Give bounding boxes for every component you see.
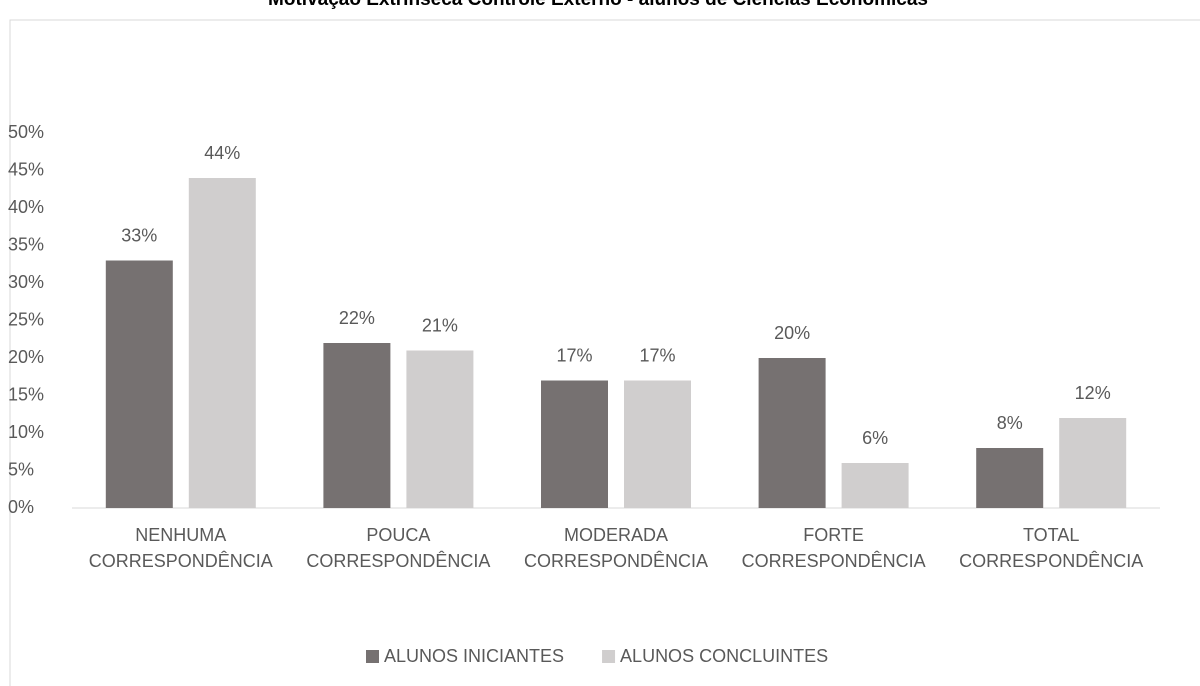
bar bbox=[976, 448, 1044, 508]
legend-swatch bbox=[366, 650, 379, 663]
y-tick-label: 10% bbox=[8, 422, 44, 442]
data-label: 21% bbox=[422, 315, 458, 335]
chart-title: Motivação Extrínseca Controle Externo - … bbox=[268, 0, 928, 10]
y-tick-label: 5% bbox=[8, 459, 34, 479]
y-tick-label: 15% bbox=[8, 384, 44, 404]
chart-border bbox=[9, 19, 1200, 686]
y-tick-label: 20% bbox=[8, 347, 44, 367]
bar bbox=[841, 463, 909, 508]
legend-swatch bbox=[602, 650, 616, 663]
bar bbox=[105, 260, 173, 508]
y-tick-label: 50% bbox=[8, 122, 44, 142]
x-tick-label: FORTE CORRESPONDÊNCIA bbox=[741, 525, 926, 571]
bar bbox=[758, 358, 826, 508]
data-label: 22% bbox=[339, 308, 375, 328]
data-label: 33% bbox=[121, 225, 157, 245]
data-label: 20% bbox=[774, 323, 810, 343]
y-tick-label: 40% bbox=[8, 197, 44, 217]
x-tick-label: TOTAL CORRESPONDÊNCIA bbox=[959, 525, 1144, 571]
data-label: 17% bbox=[556, 345, 592, 365]
legend-label: ALUNOS INICIANTES bbox=[384, 646, 564, 666]
bar bbox=[188, 178, 256, 508]
data-label: 12% bbox=[1075, 383, 1111, 403]
y-tick-label: 30% bbox=[8, 272, 44, 292]
y-tick-label: 0% bbox=[8, 497, 34, 517]
x-tick-label: POUCA CORRESPONDÊNCIA bbox=[306, 525, 491, 571]
data-label: 8% bbox=[997, 413, 1023, 433]
y-tick-label: 25% bbox=[8, 309, 44, 329]
bar bbox=[624, 380, 691, 508]
x-tick-label: MODERADA CORRESPONDÊNCIA bbox=[523, 525, 709, 571]
bar bbox=[541, 380, 608, 508]
bar bbox=[1059, 418, 1127, 508]
y-tick-label: 35% bbox=[8, 234, 44, 254]
data-label: 44% bbox=[204, 143, 240, 163]
y-tick-label: 45% bbox=[8, 159, 44, 179]
x-tick-label: NENHUMA CORRESPONDÊNCIA bbox=[88, 525, 273, 571]
bar bbox=[406, 350, 474, 508]
bar bbox=[323, 343, 391, 508]
data-label: 17% bbox=[639, 345, 675, 365]
legend-label: ALUNOS CONCLUINTES bbox=[620, 646, 828, 666]
data-label: 6% bbox=[862, 428, 888, 448]
